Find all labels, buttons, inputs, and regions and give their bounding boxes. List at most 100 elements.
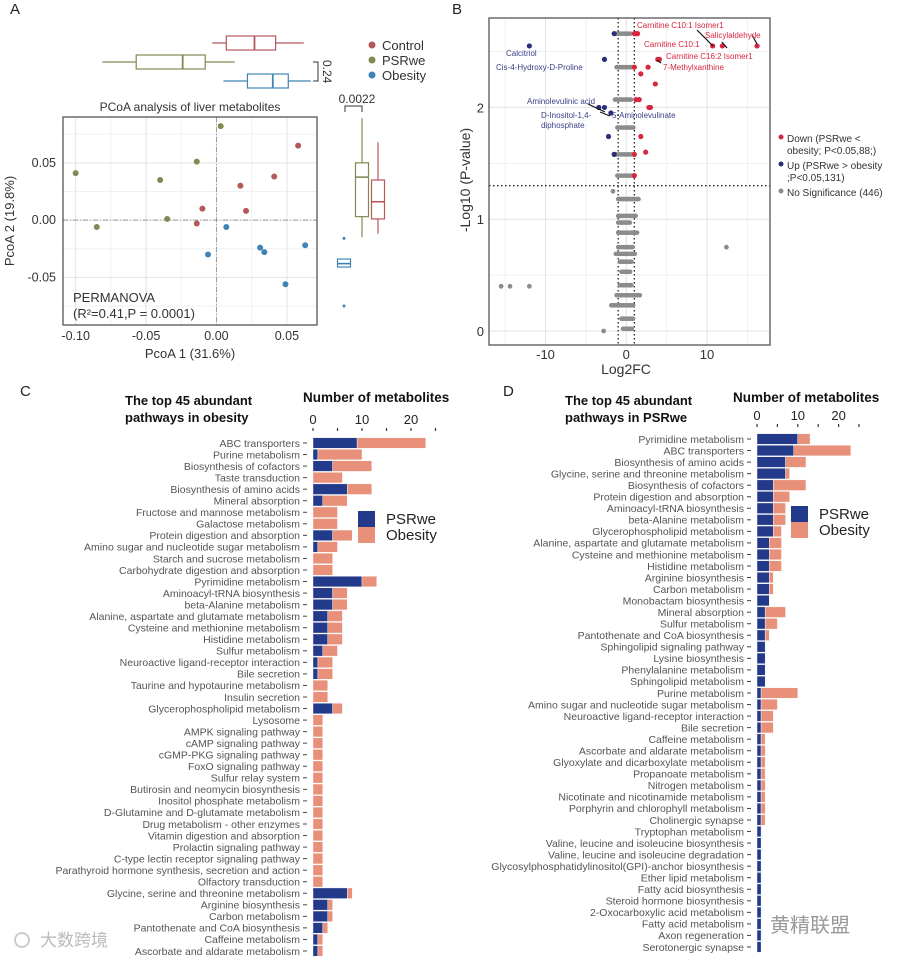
pathway-label: Valine, leucine and isoleucine biosynthe… — [546, 838, 744, 850]
pathway-label: Parathyroid hormone synthesis, secretion… — [55, 865, 300, 877]
data-point-obesity — [257, 244, 264, 251]
bar-obesity — [312, 876, 324, 888]
pathway-label: Aminoacyl-tRNA biosynthesis — [607, 503, 744, 515]
bar-obesity — [312, 806, 324, 818]
bar-psrwe — [756, 491, 774, 503]
bar-obesity — [332, 460, 373, 472]
legend-swatch — [358, 511, 375, 527]
bar-obesity — [327, 899, 333, 911]
bar-obesity — [760, 756, 766, 768]
legend-dot — [778, 134, 784, 140]
bar-obesity — [317, 933, 323, 945]
bar-psrwe — [756, 860, 762, 872]
metabolite-label: 5-Aminolevulinate — [612, 111, 676, 120]
bar-psrwe — [756, 756, 762, 768]
pathway-label: AMPK signaling pathway — [184, 726, 301, 738]
x-tick-label: 20 — [404, 412, 418, 427]
metabolite-label: Carnitine C16:2 Isomer1 — [666, 52, 753, 61]
bar-psrwe — [312, 933, 319, 945]
legend-dot — [368, 41, 376, 49]
bar-psrwe — [756, 791, 762, 803]
x-tick-label: 0 — [753, 408, 760, 423]
bar-psrwe — [756, 456, 786, 468]
bar-obesity — [773, 525, 782, 537]
up-point — [605, 133, 612, 140]
bar-obesity — [327, 610, 343, 622]
bar-obesity — [312, 552, 333, 564]
ns-point — [630, 303, 636, 308]
x-tick-label: 10 — [791, 408, 805, 423]
label-leader-line — [696, 29, 714, 47]
y-axis-label: PcoA 2 (19.8%) — [2, 176, 17, 266]
chart-title: The top 45 abundant — [565, 393, 693, 408]
boxplot-box — [354, 162, 370, 218]
legend-label: PSRwe — [382, 53, 425, 68]
pathway-label: Bile secretion — [237, 669, 300, 681]
bar-psrwe — [756, 837, 762, 849]
bar-obesity — [760, 768, 766, 780]
bar-psrwe — [756, 687, 762, 699]
significance-bracket — [313, 61, 319, 82]
data-point-psrwe — [217, 123, 224, 130]
pathway-label: beta-Alanine metabolism — [628, 515, 744, 527]
bar-psrwe — [312, 495, 324, 507]
pathway-label: Pyrimidine metabolism — [194, 576, 300, 588]
bar-obesity — [764, 606, 786, 618]
bar-psrwe — [756, 768, 762, 780]
down-point — [638, 71, 644, 77]
boxplot-box — [370, 179, 386, 220]
bar-psrwe — [756, 502, 774, 514]
permanova-stats: (R²=0.41,P = 0.0001) — [73, 306, 195, 321]
pathway-label: Biosynthesis of amino acids — [614, 457, 744, 469]
ns-point — [630, 316, 636, 322]
up-point — [601, 56, 608, 62]
pathway-label: Sulfur metabolism — [216, 646, 300, 658]
bar-psrwe — [756, 652, 766, 664]
pathway-label: Pantothenate and CoA biosynthesis — [578, 630, 744, 642]
bar-psrwe — [312, 945, 319, 957]
bar-psrwe — [756, 872, 762, 884]
bar-obesity — [317, 656, 333, 668]
pathway-label: Sulfur relay system — [211, 773, 301, 785]
bar-psrwe — [312, 483, 348, 495]
bar-psrwe — [756, 641, 766, 653]
pathway-label: cAMP signaling pathway — [186, 738, 301, 750]
bar-psrwe — [756, 895, 762, 907]
metabolite-label: Calcitriol — [506, 49, 537, 58]
pathway-label: Propanoate metabolism — [633, 769, 744, 781]
pathway-label: Amino sugar and nucleotide sugar metabol… — [528, 699, 744, 711]
pathway-label: Histidine metabolism — [203, 634, 300, 646]
x-axis-label: Number of metabolites — [303, 390, 449, 405]
data-point-control — [237, 182, 244, 189]
down-point — [631, 64, 637, 70]
panel-label: C — [20, 383, 31, 400]
legend-swatch — [358, 527, 375, 543]
legend-swatch — [791, 506, 808, 522]
panel-label: D — [503, 383, 514, 400]
bar-obesity — [312, 864, 324, 876]
pathway-label: Sulfur metabolism — [660, 619, 744, 631]
bar-psrwe — [756, 745, 762, 757]
bar-psrwe — [756, 548, 770, 560]
data-point-control — [271, 173, 278, 180]
bar-obesity — [322, 645, 338, 657]
up-point — [611, 31, 617, 37]
pathway-label: Insulin secretion — [224, 692, 300, 704]
bar-psrwe — [756, 802, 762, 814]
data-point-psrwe — [164, 215, 171, 222]
metabolite-label: diphosphate — [541, 121, 585, 130]
bar-obesity — [327, 633, 343, 645]
up-point — [601, 104, 608, 111]
bar-obesity — [760, 699, 778, 711]
x-tick-label: 0.05 — [275, 329, 299, 343]
pathway-label: ABC transporters — [219, 438, 300, 450]
pathway-label: Purine metabolism — [657, 688, 744, 700]
bar-psrwe — [756, 664, 766, 676]
pathway-label: Inositol phosphate metabolism — [158, 796, 300, 808]
chart-title: pathways in obesity — [125, 410, 249, 425]
data-point-control — [193, 220, 200, 227]
x-tick-label: -0.10 — [61, 329, 90, 343]
pathway-label: Monobactam biosynthesis — [623, 595, 744, 607]
legend-label: PSRwe — [386, 511, 436, 528]
